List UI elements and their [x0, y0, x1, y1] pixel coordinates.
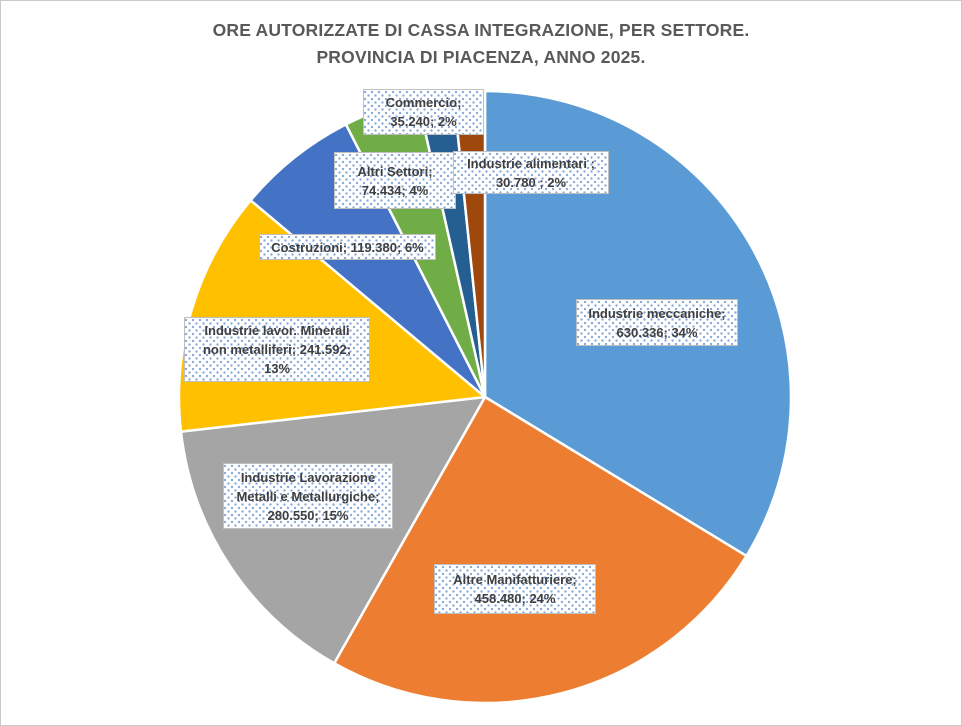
label-line: Commercio;	[385, 95, 462, 110]
label-line: 13%	[263, 361, 291, 376]
label-line: non metalliferi; 241.592;	[202, 342, 352, 357]
pie-slice-altre-manifatturiere	[332, 395, 748, 705]
pie-label-altri-settori: Altri Settori; 74.434; 4%	[334, 152, 456, 209]
chart-title: ORE AUTORIZZATE DI CASSA INTEGRAZIONE, P…	[1, 17, 961, 71]
label-line: Industrie lavor. Minerali	[204, 323, 350, 338]
label-line: 35.240; 2%	[390, 114, 457, 129]
label-line: Costruzioni; 119.380; 6%	[271, 239, 424, 255]
label-line: 630.336; 34%	[616, 324, 698, 340]
label-line: Industrie Lavorazione	[240, 469, 376, 485]
label-line: 280.550; 15%	[267, 507, 349, 523]
label-line: Altre Manifatturiere;	[453, 572, 577, 587]
pie-label-costruzioni: Costruzioni; 119.380; 6%	[259, 234, 436, 260]
pie-label-commercio: Commercio; 35.240; 2%	[363, 89, 484, 135]
pie-label-industrie-lavorazione-metalli-e-metallurgiche: Industrie Lavorazione Metalli e Metallurg…	[223, 463, 393, 529]
pie-label-industrie-meccaniche: Industrie meccaniche; 630.336; 34%	[576, 299, 738, 346]
chart-title-line1: ORE AUTORIZZATE DI CASSA INTEGRAZIONE, P…	[212, 20, 750, 40]
label-line: Metalli e Metallurgiche;	[236, 488, 380, 504]
pie-slice-costruzioni	[249, 123, 487, 399]
pie-label-altre-manifatturiere: Altre Manifatturiere; 458.480; 24%	[434, 564, 596, 614]
label-line: 30.780 ; 2%	[495, 174, 567, 190]
label-line: Industrie alimentari ;	[467, 155, 595, 171]
pie-label-industrie-lavor-minerali-non-metalliferi: Industrie lavor. Minerali non metalliferi…	[184, 317, 370, 382]
chart-title-line2: PROVINCIA DI PIACENZA, ANNO 2025.	[316, 47, 646, 67]
label-line: Altri Settori;	[357, 163, 433, 179]
label-line: Industrie meccaniche;	[588, 305, 726, 321]
label-line: 74.434; 4%	[361, 182, 429, 198]
label-line: 458.480; 24%	[474, 591, 556, 606]
pie-label-industrie-alimentari: Industrie alimentari ; 30.780 ; 2%	[453, 151, 609, 194]
